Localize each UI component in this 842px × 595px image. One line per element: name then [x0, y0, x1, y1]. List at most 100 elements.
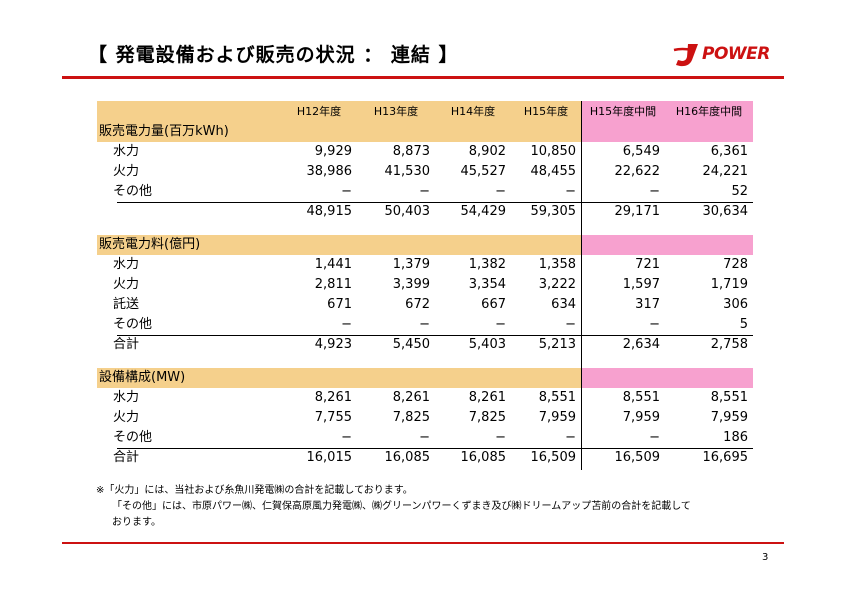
table-cell: 7,825 [392, 410, 430, 425]
table-cell: 672 [405, 297, 430, 312]
table-cell: − [419, 317, 430, 332]
logo-text: POWER [702, 44, 770, 64]
title-rule [62, 76, 784, 79]
table-cell: 7,959 [538, 410, 576, 425]
table-cell: 1,719 [710, 277, 748, 292]
section-heading: 販売電力料(億円) [99, 237, 201, 252]
table-cell: − [495, 430, 506, 445]
table-row: 託送 671 672 667 634 317 306 [97, 295, 753, 315]
table-row: 火力 2,811 3,399 3,354 3,222 1,597 1,719 [97, 275, 753, 295]
table-cell: 8,261 [468, 390, 506, 405]
table-cell: 54,429 [460, 204, 507, 219]
table-cell: 38,986 [306, 164, 353, 179]
table-cell: 5,213 [538, 337, 576, 352]
row-label: その他 [113, 317, 153, 332]
table-cell: 7,825 [468, 410, 506, 425]
footnote: 「その他」には、市原パワー㈱、仁賀保高原風力発電㈱、㈱グリーンパワーくずまき及び… [112, 501, 691, 512]
table-cell: 29,171 [614, 204, 661, 219]
row-label: 火力 [113, 410, 140, 425]
total-rule [117, 202, 753, 203]
table-cell: 7,755 [314, 410, 352, 425]
table-cell: 50,403 [384, 204, 431, 219]
table-cell: 5,403 [468, 337, 506, 352]
table-cell: 16,015 [306, 450, 353, 465]
section-heading-row: 販売電力料(億円) [97, 235, 753, 255]
table-cell: 306 [723, 297, 748, 312]
table-cell: 8,551 [622, 390, 660, 405]
table-cell: 8,902 [468, 144, 506, 159]
table-cell: 52 [731, 184, 748, 199]
col-header: H16年度中間 [665, 101, 753, 122]
table-cell: 30,634 [702, 204, 749, 219]
table-cell: 9,929 [314, 144, 352, 159]
table-row: その他 − − − − − 52 [97, 182, 753, 202]
table-cell: 2,758 [710, 337, 748, 352]
section-heading-pink-band [581, 368, 753, 388]
table-cell: 4,923 [314, 337, 352, 352]
table-row: 水力 8,261 8,261 8,261 8,551 8,551 8,551 [97, 388, 753, 408]
table-cell: 8,261 [314, 390, 352, 405]
section-heading-pink-band [581, 122, 753, 142]
table-cell: 16,085 [384, 450, 431, 465]
table-cell: − [565, 430, 576, 445]
row-label: 水力 [113, 390, 140, 405]
table-cell: 1,597 [622, 277, 660, 292]
footer-rule [62, 542, 784, 544]
table-cell: − [341, 317, 352, 332]
total-rule [117, 448, 753, 449]
table-cell: − [565, 184, 576, 199]
header-blank-cell [97, 101, 281, 122]
page-number: 3 [762, 552, 769, 563]
table-cell: 2,634 [622, 337, 660, 352]
table-cell: − [341, 184, 352, 199]
table-total-row: 48,915 50,403 54,429 59,305 29,171 30,634 [97, 202, 753, 222]
table-cell: 1,441 [314, 257, 352, 272]
table-cell: 8,551 [538, 390, 576, 405]
table-cell: 186 [723, 430, 748, 445]
table-row: 火力 38,986 41,530 45,527 48,455 22,622 24,221 [97, 162, 753, 182]
table-cell: 5 [739, 317, 748, 332]
table-cell: 59,305 [530, 204, 577, 219]
table-cell: 7,959 [710, 410, 748, 425]
table-cell: 22,622 [614, 164, 661, 179]
col-header: H14年度 [435, 101, 511, 122]
table-cell: 16,695 [702, 450, 749, 465]
table-cell: 6,361 [710, 144, 748, 159]
table-cell: 1,358 [538, 257, 576, 272]
table-cell: 24,221 [702, 164, 749, 179]
table-cell: 16,509 [614, 450, 661, 465]
row-label: 合計 [113, 450, 140, 465]
table-row: その他 − − − − − 5 [97, 315, 753, 335]
table-cell: − [649, 184, 660, 199]
table-total-row: 合計 16,015 16,085 16,085 16,509 16,509 16,695 [97, 448, 753, 468]
table-cell: 3,222 [538, 277, 576, 292]
table-header: H12年度 H13年度 H14年度 H15年度 H15年度中間 H16年度中間 [97, 101, 753, 122]
row-label: 火力 [113, 164, 140, 179]
table-cell: 2,811 [314, 277, 352, 292]
row-label [97, 202, 281, 222]
table-row: 水力 9,929 8,873 8,902 10,850 6,549 6,361 [97, 142, 753, 162]
section-heading: 販売電力量(百万kWh) [99, 124, 229, 139]
table-cell: − [495, 317, 506, 332]
row-label: 合計 [113, 337, 140, 352]
j-power-logo-icon [673, 44, 698, 67]
table-cell: − [419, 184, 430, 199]
section-heading-row: 販売電力量(百万kWh) [97, 122, 753, 142]
total-rule [117, 335, 753, 336]
table-cell: 6,549 [622, 144, 660, 159]
table-cell: − [565, 317, 576, 332]
column-divider [581, 101, 582, 470]
table-cell: 7,959 [622, 410, 660, 425]
col-header: H15年度中間 [581, 101, 665, 122]
table-cell: − [419, 430, 430, 445]
table-cell: 45,527 [460, 164, 507, 179]
table-cell: 48,915 [306, 204, 353, 219]
table-total-row: 合計 4,923 5,450 5,403 5,213 2,634 2,758 [97, 335, 753, 355]
table-cell: 667 [481, 297, 506, 312]
table-cell: 3,399 [392, 277, 430, 292]
table-cell: 16,509 [530, 450, 577, 465]
table-cell: 317 [635, 297, 660, 312]
table-cell: 1,379 [392, 257, 430, 272]
table-row: その他 − − − − − 186 [97, 428, 753, 448]
row-label: 火力 [113, 277, 140, 292]
